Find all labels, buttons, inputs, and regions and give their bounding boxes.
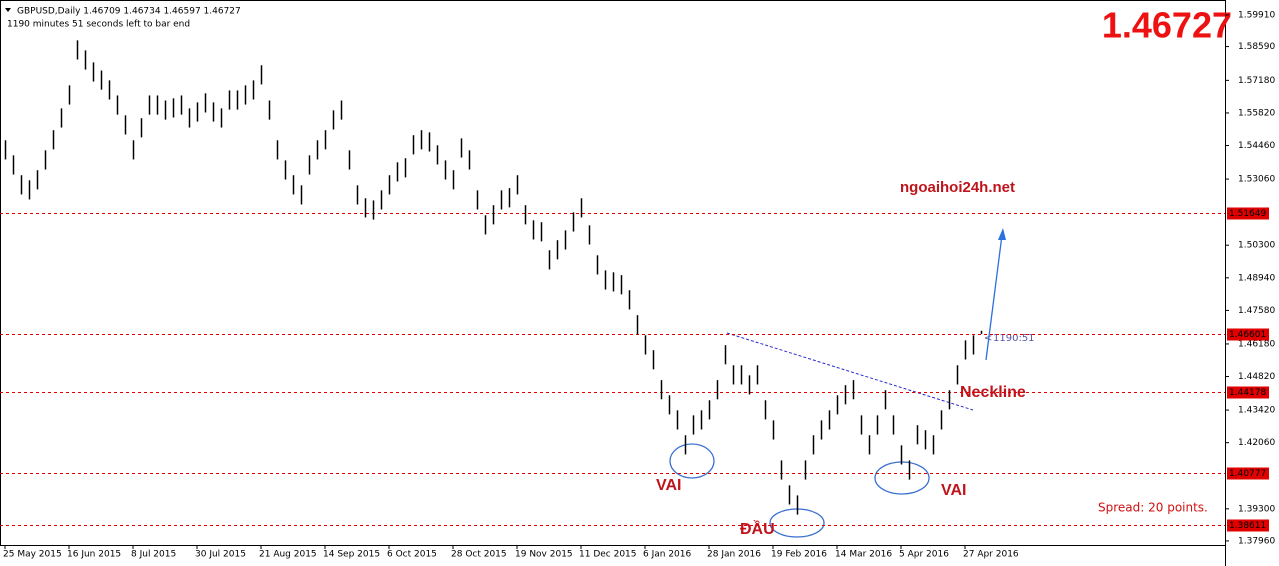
x-tick-label: 6 Oct 2015 [387, 550, 437, 560]
level-tag [1227, 207, 1269, 220]
y-tick-label: 1.55820 [1238, 108, 1275, 118]
level-label: 1.46601 [1229, 330, 1266, 340]
subtitle: 1190 minutes 51 seconds left to bar end [7, 20, 190, 30]
y-tick-label: 1.46180 [1238, 339, 1275, 349]
current-price: 1.46727 [1102, 5, 1232, 46]
y-tick-label: 1.57180 [1238, 76, 1275, 86]
y-tick-label: 1.39300 [1238, 504, 1275, 514]
chart-title: GBPUSD,Daily 1.46709 1.46734 1.46597 1.4… [17, 7, 241, 17]
level-tag [1227, 519, 1269, 532]
timer-label: 1190:51 [993, 333, 1035, 344]
x-tick-label: 30 Jul 2015 [195, 550, 246, 560]
y-tick-label: 1.44820 [1238, 372, 1275, 382]
x-tick-label: 16 Jun 2015 [67, 550, 121, 560]
y-tick-label: 1.48940 [1238, 273, 1275, 283]
y-tick-label: 1.54460 [1238, 141, 1275, 151]
x-tick-label: 8 Jul 2015 [131, 550, 176, 560]
x-tick-label: 5 Apr 2016 [899, 550, 949, 560]
x-tick-label: 28 Oct 2015 [451, 550, 507, 560]
shoulder-circle [874, 461, 930, 495]
level-tag [1227, 386, 1269, 399]
x-tick-label: 28 Jan 2016 [707, 550, 761, 560]
x-tick-label: 14 Sep 2015 [323, 550, 380, 560]
shoulder-circle [669, 443, 715, 479]
pattern-label: VAI [656, 477, 681, 494]
pattern-label: VAI [941, 482, 966, 499]
level-label: 1.44178 [1229, 388, 1266, 398]
y-tick-label: 1.50300 [1238, 241, 1275, 251]
breakout-arrow [985, 234, 1003, 361]
arrow-head [998, 228, 1006, 240]
y-tick-label: 1.59910 [1238, 10, 1275, 20]
x-tick-label: 11 Dec 2015 [579, 550, 637, 560]
neckline-trend [726, 332, 974, 411]
y-tick-label: 1.47580 [1238, 306, 1275, 316]
level-label: 1.40777 [1229, 469, 1266, 479]
x-tick-label: 6 Jan 2016 [643, 550, 691, 560]
x-tick-label: 25 May 2015 [3, 550, 62, 560]
x-tick-label: 14 Mar 2016 [835, 550, 892, 560]
y-tick-label: 1.58590 [1238, 42, 1275, 52]
y-tick-label: 1.43420 [1238, 406, 1275, 416]
x-tick-label: 19 Nov 2015 [515, 550, 573, 560]
level-tag [1227, 467, 1269, 480]
y-tick-label: 1.37960 [1238, 536, 1275, 546]
pattern-label: ĐẦU [740, 519, 775, 538]
site-label: ngoaihoi24h.net [900, 179, 1015, 196]
level-label: 1.51649 [1229, 209, 1266, 219]
menu-arrow [5, 8, 11, 12]
level-label: 1.38611 [1229, 521, 1266, 531]
level-tag [1227, 328, 1269, 341]
x-tick-label: 27 Apr 2016 [963, 550, 1019, 560]
y-tick-label: 1.42060 [1238, 438, 1275, 448]
timer-pointer: < [984, 333, 992, 344]
y-tick-label: 1.53060 [1238, 175, 1275, 185]
x-tick-label: 19 Feb 2016 [771, 550, 827, 560]
spread-label: Spread: 20 points. [1098, 501, 1208, 515]
x-tick-label: 21 Aug 2015 [259, 550, 317, 560]
